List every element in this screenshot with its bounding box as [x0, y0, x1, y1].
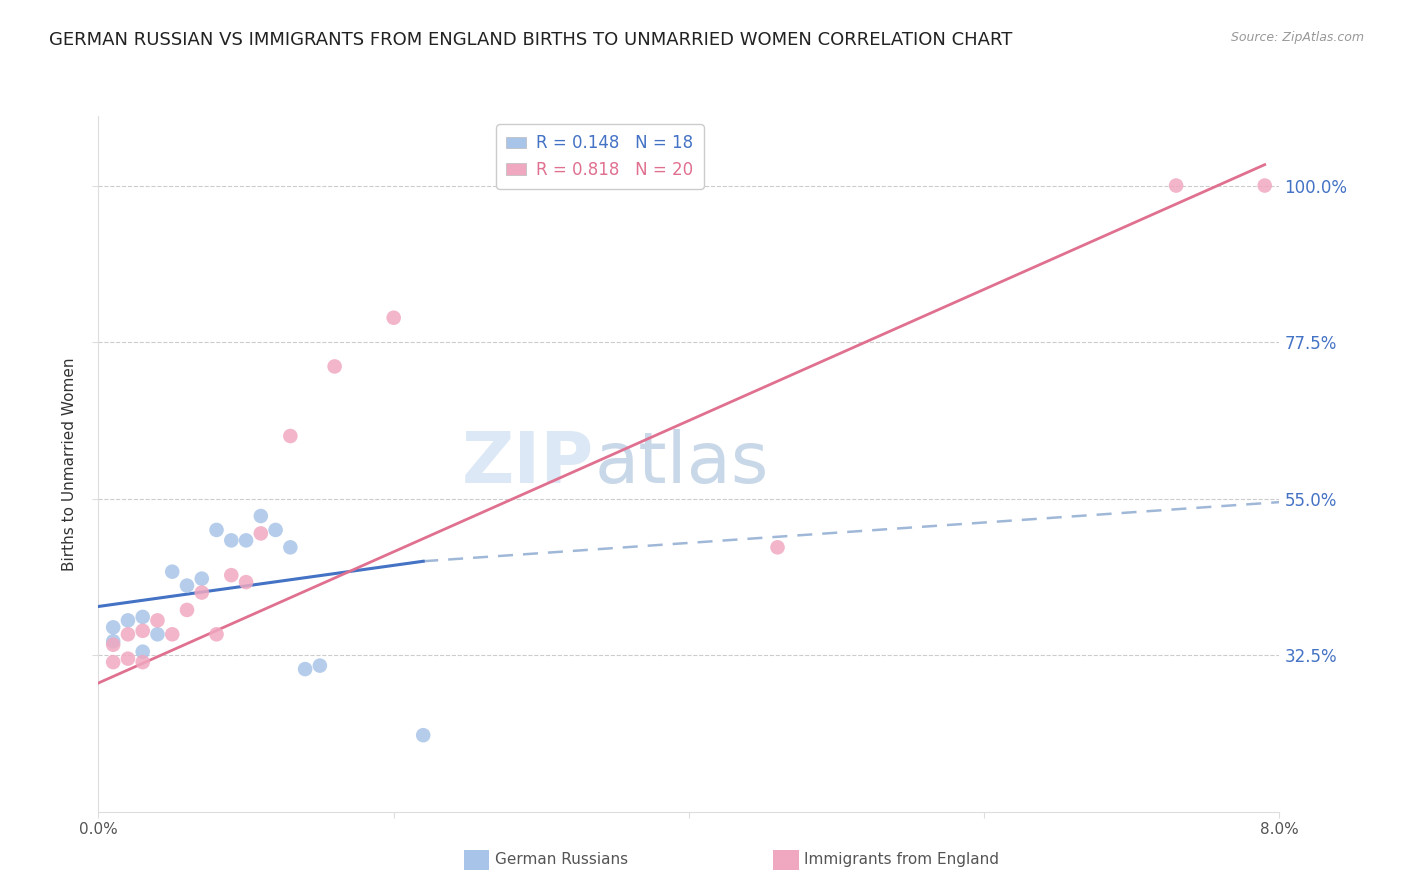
Text: GERMAN RUSSIAN VS IMMIGRANTS FROM ENGLAND BIRTHS TO UNMARRIED WOMEN CORRELATION : GERMAN RUSSIAN VS IMMIGRANTS FROM ENGLAN…: [49, 31, 1012, 49]
Point: [235, 575, 257, 590]
Point: [766, 541, 789, 555]
Point: [264, 523, 287, 537]
Point: [205, 627, 228, 641]
Text: ZIP: ZIP: [463, 429, 595, 499]
Point: [103, 620, 125, 634]
Text: atlas: atlas: [595, 429, 769, 499]
Point: [250, 508, 273, 523]
Point: [103, 634, 125, 648]
Point: [176, 603, 198, 617]
Point: [191, 585, 214, 599]
Point: [162, 565, 183, 579]
Point: [191, 572, 214, 586]
Point: [132, 645, 155, 659]
Point: [146, 627, 169, 641]
Text: German Russians: German Russians: [495, 853, 628, 867]
Point: [294, 662, 316, 676]
Point: [308, 658, 332, 673]
Point: [1254, 178, 1277, 193]
Point: [323, 359, 346, 374]
Legend: R = 0.148   N = 18, R = 0.818   N = 20: R = 0.148 N = 18, R = 0.818 N = 20: [496, 124, 703, 188]
Point: [117, 651, 139, 665]
Point: [278, 541, 302, 555]
Point: [1164, 178, 1187, 193]
Point: [205, 523, 228, 537]
Point: [382, 310, 405, 325]
Point: [278, 429, 302, 443]
Text: Source: ZipAtlas.com: Source: ZipAtlas.com: [1230, 31, 1364, 45]
Point: [412, 728, 434, 742]
Point: [132, 655, 155, 669]
Point: [117, 614, 139, 628]
Point: [219, 533, 242, 548]
Point: [132, 610, 155, 624]
Point: [103, 655, 125, 669]
Text: Immigrants from England: Immigrants from England: [804, 853, 1000, 867]
Point: [103, 638, 125, 652]
Point: [250, 526, 273, 541]
Point: [146, 614, 169, 628]
Point: [235, 533, 257, 548]
Point: [132, 624, 155, 638]
Point: [219, 568, 242, 582]
Point: [162, 627, 183, 641]
Y-axis label: Births to Unmarried Women: Births to Unmarried Women: [62, 357, 77, 571]
Point: [117, 627, 139, 641]
Point: [176, 579, 198, 593]
